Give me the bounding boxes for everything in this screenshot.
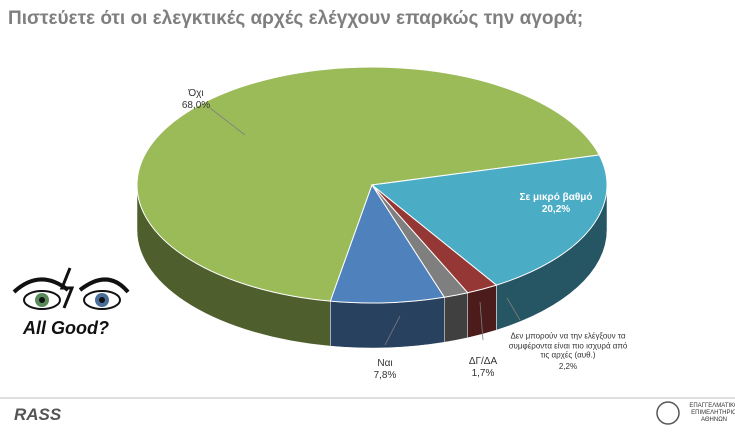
- category-label: Ναι: [377, 358, 393, 369]
- side-faces: [136, 184, 608, 349]
- value-label: 68,0%: [181, 100, 211, 111]
- category-label: Όχι: [188, 88, 204, 99]
- top-faces: [136, 66, 608, 304]
- leader-line: [209, 107, 246, 136]
- slice-side: [444, 292, 468, 343]
- leader-line: [506, 297, 521, 321]
- chart-title: Πιστεύετε ότι οι ελεγκτικές αρχές ελέγχο…: [8, 8, 583, 29]
- value-label: 20,2%: [541, 204, 571, 215]
- left-logo: RASS: [14, 405, 62, 424]
- value-label: 2,2%: [558, 362, 578, 372]
- slice: [136, 66, 601, 302]
- category-label: Σε μικρό βαθμό: [519, 192, 593, 203]
- leader-line: [384, 315, 401, 346]
- category-label: ΔΓ/ΔΑ: [468, 356, 498, 367]
- value-label: 1,7%: [471, 368, 495, 379]
- value-label: 7,8%: [373, 370, 397, 381]
- right-logo-emblem: [656, 401, 680, 425]
- category-label: Δεν μπορούν να την ελέγξουν τα συμφέροντ…: [508, 331, 628, 360]
- leader-line: [479, 301, 484, 341]
- slice: [370, 154, 608, 286]
- right-logo: ΕΠΑΓΓΕΛΜΑΤΙΚΟ ΕΠΙΜΕΛΗΤΗΡΙΟ ΑΘΗΝΩΝ: [689, 403, 735, 424]
- badge-text: All Good?: [22, 318, 109, 338]
- badge-eyes: [12, 267, 130, 310]
- slice: [329, 183, 446, 304]
